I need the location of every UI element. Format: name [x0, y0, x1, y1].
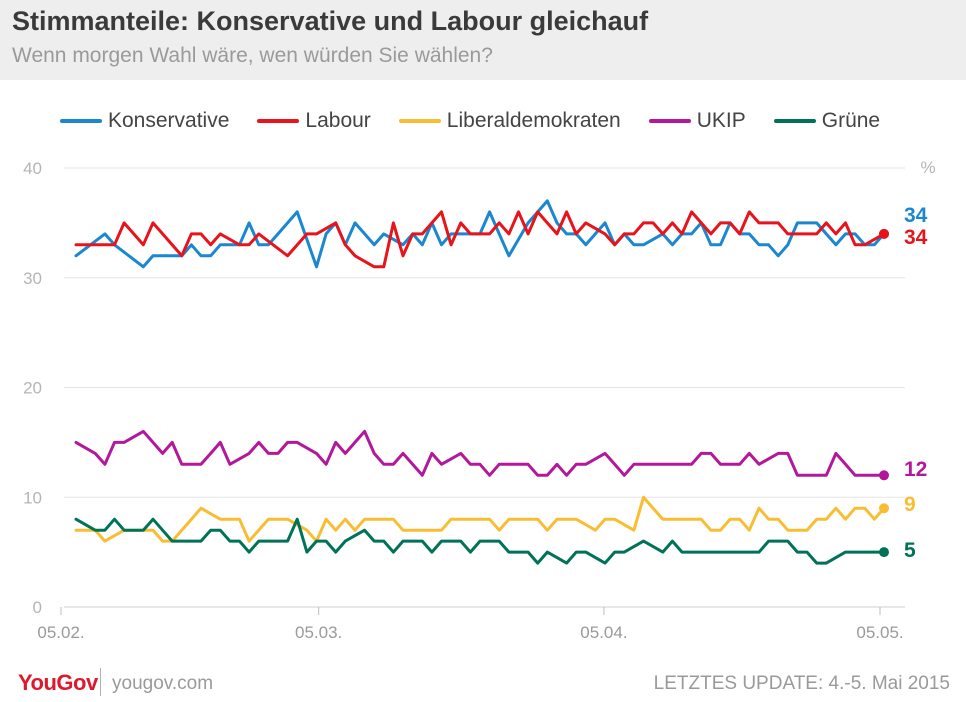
series-line-4 — [74, 517, 886, 565]
series-line-0 — [74, 199, 886, 269]
series-end-dot — [879, 470, 889, 481]
legend-label: Labour — [305, 109, 371, 132]
last-update-text: LETZTES UPDATE: 4.-5. Mai 2015 — [653, 673, 950, 694]
legend-item-konservative: Konservative — [60, 109, 229, 133]
legend-item-gruene: Grüne — [773, 109, 881, 133]
series-end-label: 5 — [904, 539, 916, 562]
legend-swatch — [60, 119, 102, 123]
legend-swatch — [773, 119, 816, 123]
series-end-label: 34 — [904, 226, 928, 249]
chart-title: Stimmanteile: Konservative und Labour gl… — [12, 6, 649, 36]
y-tick-label: 40 — [23, 159, 42, 178]
chart-subtitle: Wenn morgen Wahl wäre, wen würden Sie wä… — [12, 44, 493, 67]
legend-item-liberaldemokraten: Liberaldemokraten — [398, 109, 621, 133]
x-tick-label: 05.04. — [580, 623, 627, 642]
y-tick-label: 20 — [23, 379, 42, 398]
series-end-label: 34 — [904, 204, 928, 227]
legend-item-labour: Labour — [257, 109, 371, 133]
y-tick-label: 10 — [23, 488, 42, 507]
x-tick-label: 05.03. — [295, 623, 342, 642]
x-tick-label: 05.02. — [37, 623, 84, 642]
series-end-dot — [879, 547, 889, 558]
legend-label: UKIP — [696, 109, 746, 132]
footer-divider — [100, 668, 101, 696]
legend-label: Konservative — [108, 109, 230, 132]
legend-swatch — [648, 119, 691, 123]
chart-legend: Konservative Labour Liberaldemokraten UK… — [60, 106, 880, 136]
legend-label: Liberaldemokraten — [446, 109, 621, 132]
series-end-label: 12 — [904, 458, 927, 481]
series-end-dot — [879, 228, 889, 239]
series-line-1 — [74, 210, 886, 269]
series-end-dot — [879, 503, 889, 514]
footer-site-link[interactable]: yougov.com — [112, 673, 214, 694]
y-tick-label: 0 — [33, 598, 42, 617]
series-end-label: 9 — [904, 493, 916, 516]
yougov-logo: YouGov — [18, 670, 98, 695]
x-tick-label: 05.05. — [856, 623, 903, 642]
legend-swatch — [257, 119, 300, 123]
y-tick-label: 30 — [23, 269, 42, 288]
y-axis-unit: % — [920, 158, 935, 177]
legend-swatch — [398, 119, 441, 123]
series-line-3 — [74, 429, 886, 477]
header-banner: Stimmanteile: Konservative und Labour gl… — [0, 0, 966, 80]
legend-item-ukip: UKIP — [648, 109, 746, 133]
legend-label: Grüne — [821, 109, 881, 132]
series-line-2 — [74, 495, 886, 543]
